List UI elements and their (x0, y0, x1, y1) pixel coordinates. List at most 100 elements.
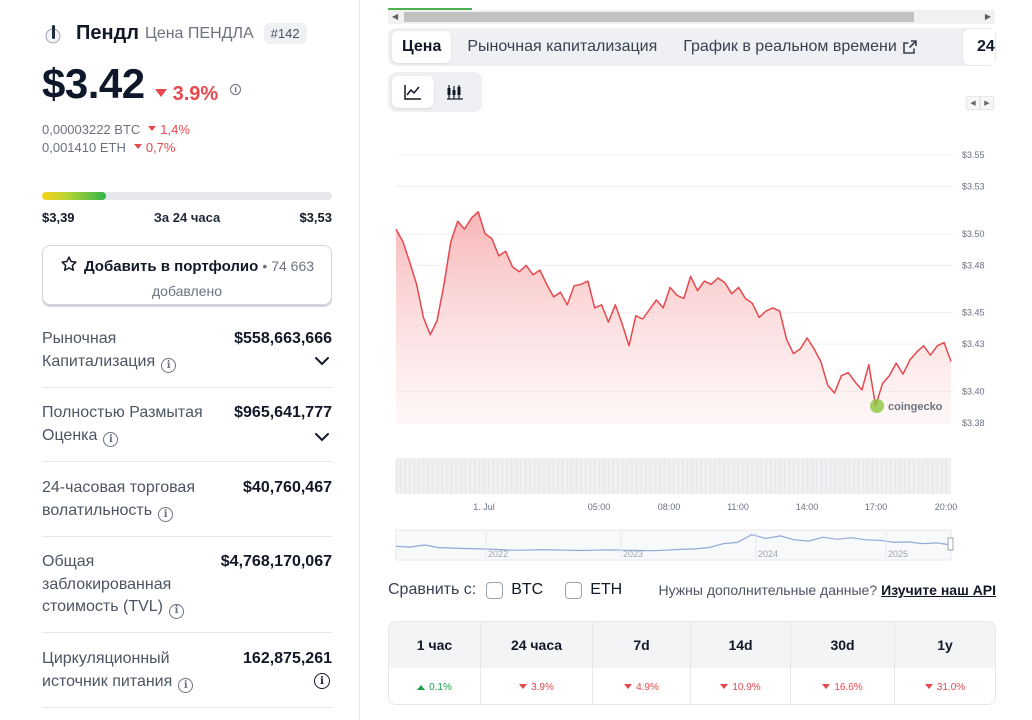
compare-btc-label: BTC (511, 581, 544, 598)
overview-frame (395, 529, 952, 561)
compare-eth-label: ETH (590, 581, 623, 598)
y-tick-label: $3.43 (962, 339, 985, 349)
portfolio-button-line: Добавить в портфолио • 74 663 (43, 255, 331, 277)
info-icon[interactable]: i (169, 603, 184, 619)
portfolio-count: 74 663 (271, 258, 315, 274)
price-chart[interactable]: $3.55 $3.53 $3.50 $3.48 $3.45 $3.43 $3.40 $3.38… (388, 130, 996, 570)
y-tick-label: $3.50 (962, 229, 985, 239)
stat-label: Полностью Размытая Оценка i (42, 402, 222, 448)
overview-year-label: 2025 (888, 549, 908, 559)
stat-circulating-supply: Циркуляционный источник питания i 162,875… (42, 648, 332, 708)
overview-line (395, 533, 952, 552)
performance-period: 1 час (389, 622, 481, 668)
caret-up-icon (417, 684, 426, 690)
y-tick-label: $3.53 (962, 182, 985, 192)
performance-header-row: 1 час 24 часа 7d 14d 30d 1y (389, 622, 995, 668)
line-chart-button[interactable] (392, 76, 434, 108)
price-change-24h: 3.9% (154, 83, 218, 106)
x-tick-label: 08:00 (658, 502, 681, 512)
compare-btc-checkbox[interactable] (486, 581, 504, 599)
caret-down-icon (924, 683, 933, 689)
performance-value: 31.0% (895, 668, 995, 704)
x-tick-label: 1. Jul (473, 502, 495, 512)
performance-period: 24 часа (481, 622, 593, 668)
price-line (395, 211, 952, 407)
range-labels: $3,39 За 24 часа $3,53 (42, 210, 332, 225)
stat-fdv: Полностью Размытая Оценка i $965,641,777 (42, 402, 332, 462)
tab-price[interactable]: Цена (392, 31, 452, 63)
coingecko-logo-icon (870, 399, 884, 413)
eth-change: 0,7% (133, 140, 176, 155)
range-bar-fill (42, 192, 106, 200)
info-icon[interactable]: i (161, 358, 177, 374)
caret-down-icon (148, 126, 157, 131)
chart-range-nav: ◀ ▶ (966, 96, 994, 110)
range-prev-icon[interactable]: ◀ (966, 96, 980, 110)
x-tick-label: 05:00 (588, 502, 611, 512)
caret-down-icon (133, 144, 142, 149)
chart-tabs: Цена Рыночная капитализация График в реа… (388, 28, 996, 66)
y-tick-label: $3.40 (962, 386, 985, 396)
portfolio-suffix: добавлено (151, 283, 223, 299)
rank-badge: #142 (263, 23, 307, 44)
candlestick-chart-button[interactable] (434, 76, 476, 108)
coin-subtitle: Цена ПЕНДЛА (144, 24, 254, 42)
tab-live-chart[interactable]: График в реальном времени (673, 31, 927, 63)
compare-row: Сравнить с: BTC ETH Нужны дополнительные… (388, 581, 996, 599)
performance-period: 1y (937, 637, 953, 653)
coin-header: Пендл Цена ПЕНДЛА #142 (42, 22, 307, 45)
api-link[interactable]: Изучите наш API (881, 582, 996, 598)
btc-conversion: 0,00003222 BTC 1,4% (42, 122, 190, 137)
caret-down-icon (720, 683, 729, 689)
info-icon[interactable]: i (314, 673, 330, 689)
watermark-text: coingecko (888, 401, 943, 413)
chevron-down-icon[interactable] (314, 356, 330, 366)
stat-market-cap: Рыночная Капитализация i $558,663,666 (42, 328, 332, 388)
compare-eth-checkbox[interactable] (565, 581, 583, 599)
performance-value: 10.9% (691, 668, 791, 704)
info-icon[interactable]: i (158, 507, 174, 523)
scroll-right-icon[interactable]: ▶ (984, 12, 991, 21)
candlestick-icon (447, 85, 463, 100)
y-tick-label: $3.45 (962, 308, 985, 318)
scroll-left-icon[interactable]: ◀ (392, 12, 399, 21)
tab-range-24h[interactable]: 24 (962, 28, 996, 66)
scroll-progress-line (388, 8, 472, 10)
stat-label: Рыночная Капитализация i (42, 328, 222, 374)
pendle-logo-icon (42, 23, 64, 45)
range-low: $3,39 (42, 210, 75, 225)
external-link-icon (903, 40, 917, 54)
tab-market-cap[interactable]: Рыночная капитализация (467, 38, 658, 55)
range-bar-24h (42, 192, 332, 200)
info-icon[interactable]: i (230, 84, 242, 95)
chevron-down-icon[interactable] (314, 432, 330, 442)
eth-price: 0,001410 ETH (42, 140, 126, 155)
tabs-scrollbar[interactable]: ◀ ▶ (388, 8, 995, 24)
chart-panel: ◀ ▶ Цена Рыночная капитализация График в… (388, 0, 996, 720)
caret-down-icon (624, 683, 633, 689)
info-icon[interactable]: i (103, 432, 119, 448)
stat-value: $4,768,170,067 (220, 553, 332, 570)
x-tick-label: 20:00 (935, 502, 958, 512)
overview-handle (947, 537, 954, 551)
stat-value: $558,663,666 (234, 330, 332, 347)
info-icon[interactable]: i (178, 678, 194, 694)
caret-down-icon (154, 89, 167, 97)
btc-change-value: 1,4% (160, 122, 190, 137)
range-next-icon[interactable]: ▶ (980, 96, 994, 110)
x-tick-label: 17:00 (865, 502, 888, 512)
eth-change-value: 0,7% (145, 140, 176, 155)
add-to-portfolio-button[interactable]: Добавить в портфолио • 74 663 добавлено (42, 245, 332, 305)
x-tick-label: 14:00 (796, 502, 819, 512)
overview-year-label: 2022 (488, 549, 508, 559)
performance-value: 0.1% (389, 668, 481, 704)
scrollbar-thumb[interactable] (404, 12, 914, 22)
performance-table: 1 час 24 часа 7d 14d 30d 1y 0.1% 3.9% 4.9% 10.9%… (388, 621, 996, 705)
y-tick-label: $3.48 (962, 260, 985, 270)
stat-label: Циркуляционный источник питания i (42, 648, 212, 694)
eth-conversion: 0,001410 ETH 0,7% (42, 140, 175, 155)
chart-type-toggle (388, 72, 482, 112)
portfolio-separator: • (262, 258, 268, 274)
star-icon (60, 255, 78, 277)
btc-price: 0,00003222 BTC (42, 122, 141, 137)
